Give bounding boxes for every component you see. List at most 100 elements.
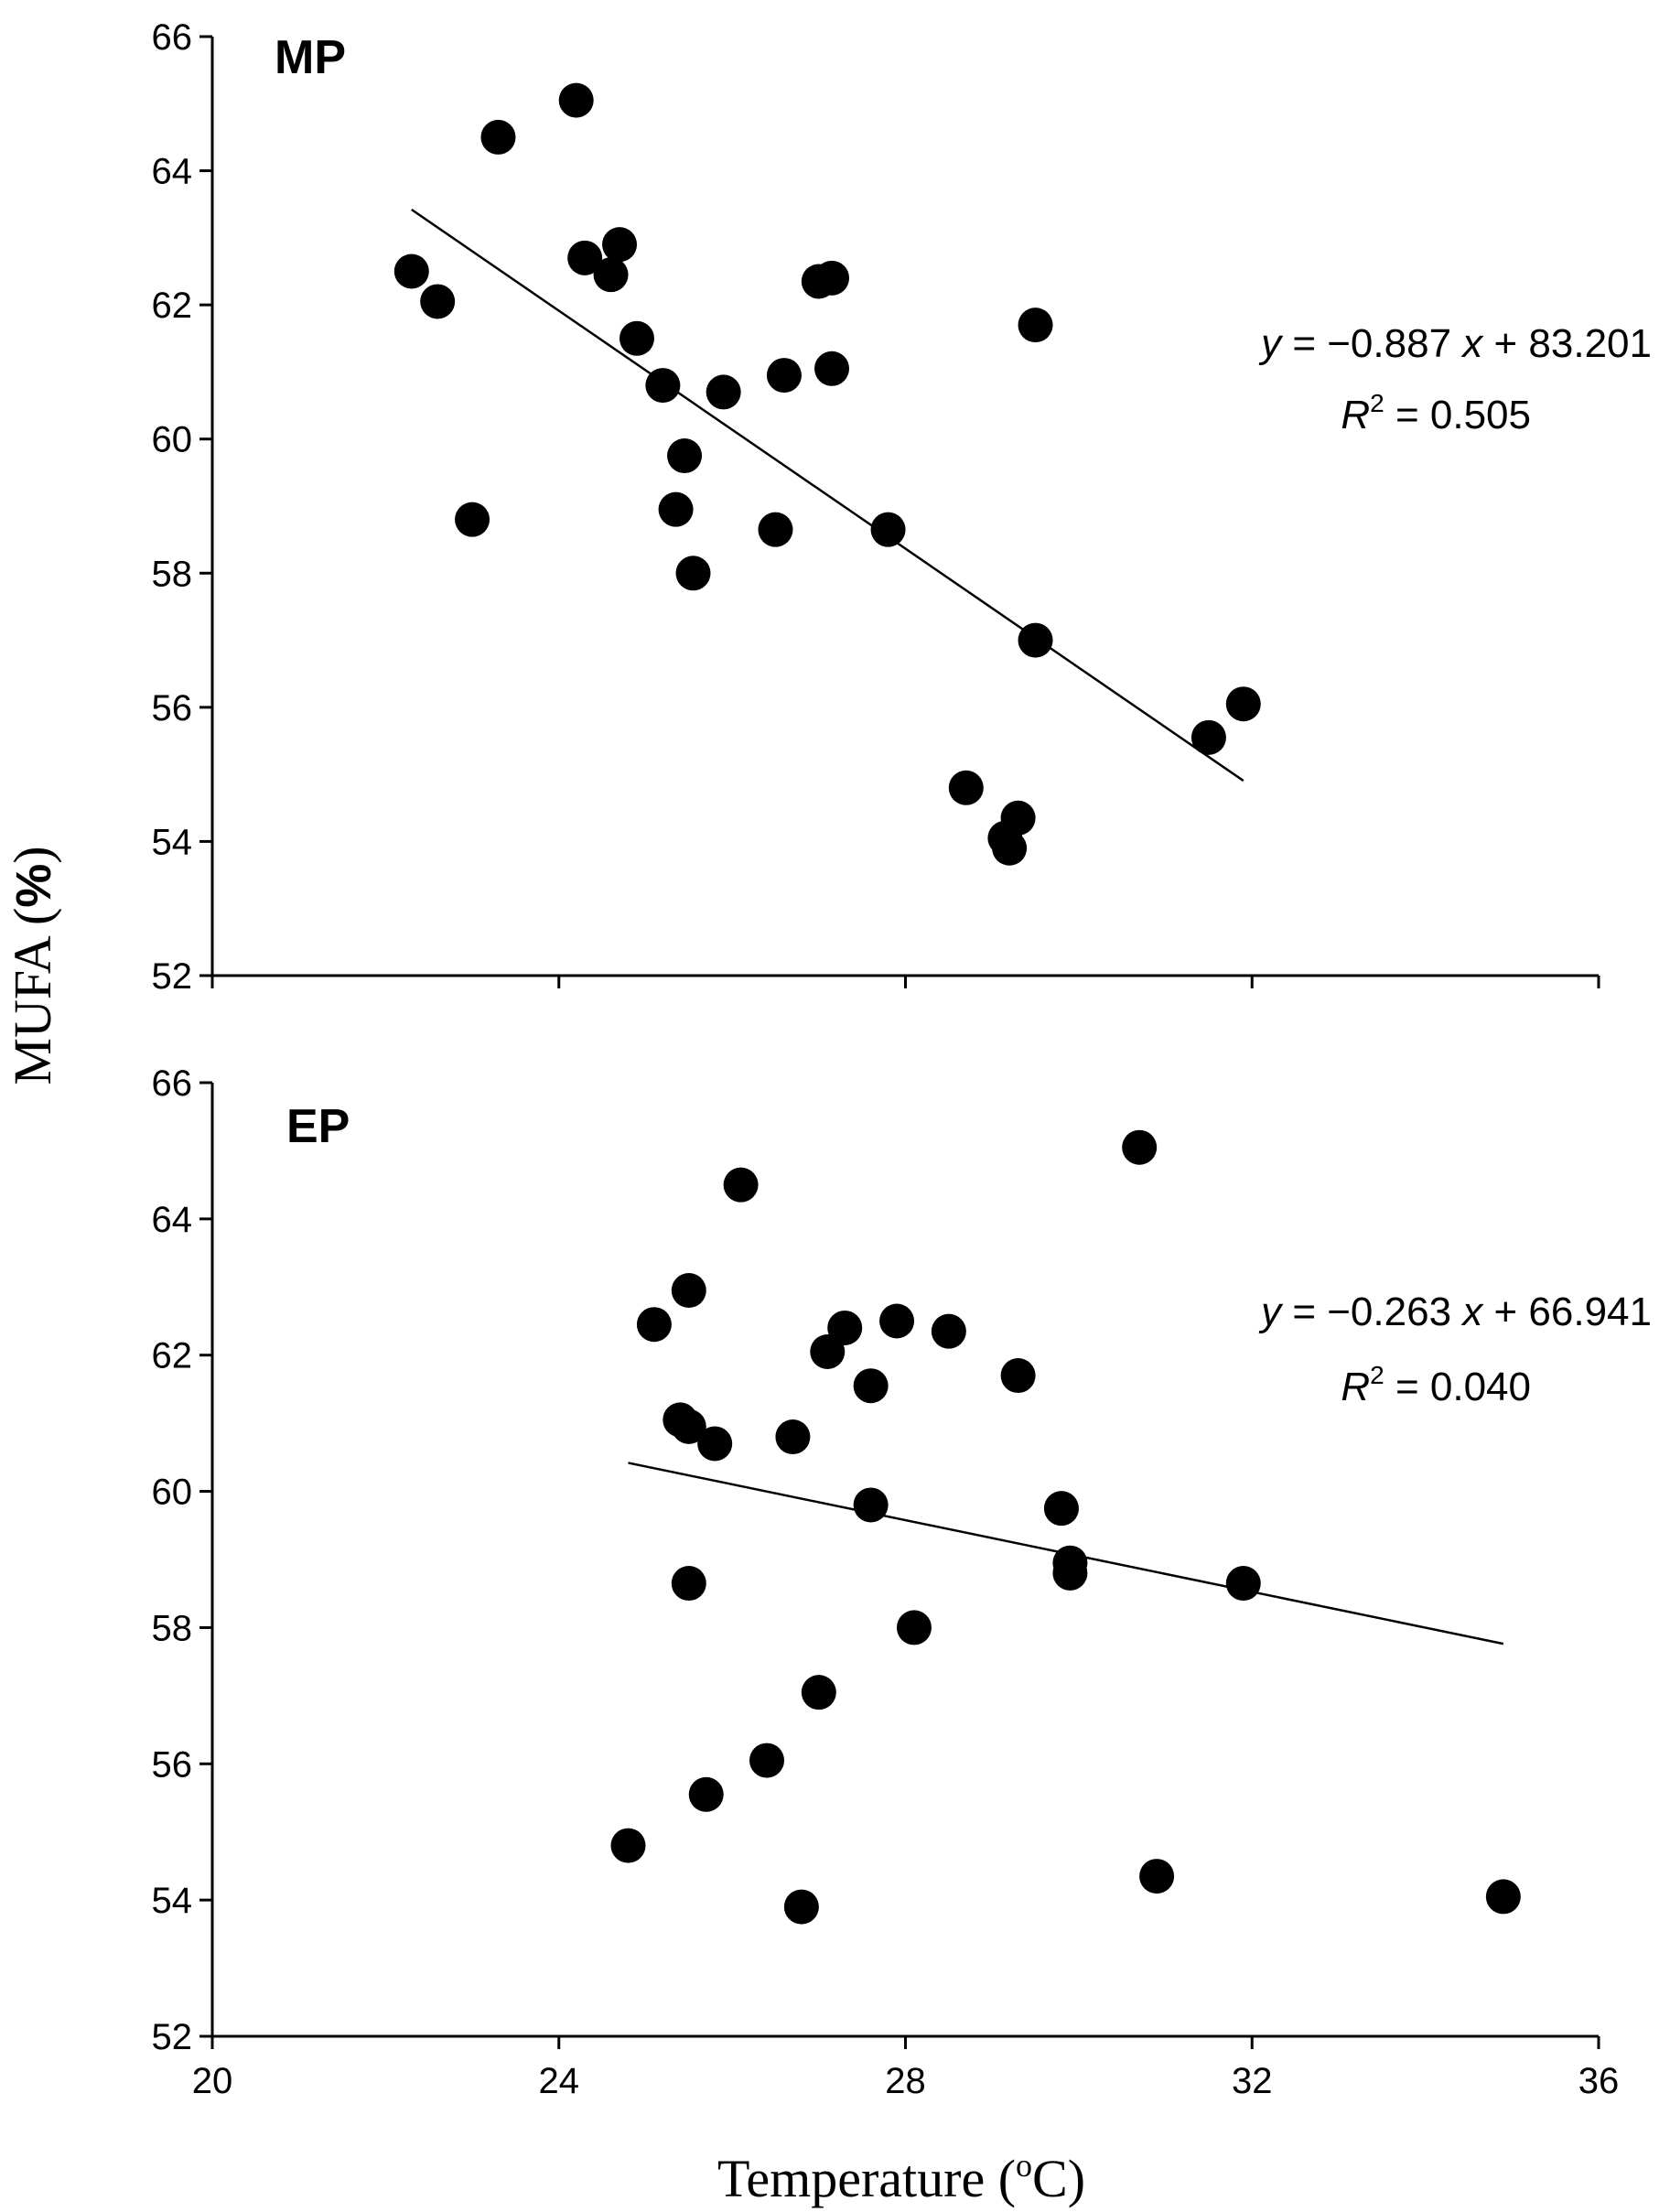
panel-ep: 52 54 56 58 60 62 64 66 20 24 28 32 36 EP y = −0.263 x… — [152, 1063, 1653, 2101]
y-tick-label: 58 — [152, 1608, 193, 1648]
data-point — [931, 1313, 966, 1349]
equation-equals: = −0.887 — [1281, 321, 1462, 366]
data-point — [593, 257, 629, 293]
r-squared-r: R — [1341, 1365, 1370, 1409]
data-point — [393, 254, 429, 289]
equation-y: y — [1258, 321, 1284, 366]
data-point — [667, 438, 703, 474]
data-point — [658, 491, 694, 527]
data-point — [1052, 1555, 1088, 1591]
data-point — [723, 1167, 759, 1203]
y-tick-label: 52 — [152, 956, 193, 997]
data-point — [1225, 686, 1261, 722]
data-point — [671, 1273, 706, 1309]
data-point — [706, 374, 741, 410]
x-axis-title-unit: C) — [1032, 2149, 1085, 2208]
data-point — [827, 1310, 863, 1345]
r-squared: R2 = 0.040 — [1341, 1361, 1531, 1409]
data-point — [801, 1675, 836, 1710]
x-tick-label: 28 — [885, 2061, 926, 2101]
data-point — [675, 556, 711, 591]
x-axis-title-main: Temperature ( — [717, 2149, 1016, 2208]
data-point — [1043, 1491, 1079, 1527]
y-tick-label: 58 — [152, 554, 193, 594]
data-point — [758, 512, 793, 547]
x-tick-label: 32 — [1232, 2061, 1273, 2101]
data-point — [810, 1333, 846, 1369]
data-point — [1018, 622, 1053, 658]
panel-label: MP — [275, 31, 346, 84]
data-point — [645, 368, 681, 404]
y-axis-title-main: MUFA ( — [3, 908, 62, 1085]
data-point — [749, 1743, 784, 1778]
data-point — [619, 320, 654, 356]
y-tick-label: 52 — [152, 2017, 193, 2057]
data-point — [480, 119, 516, 155]
panel-mp: 52 54 56 58 60 62 64 66 MP y = −0.887 x + 83.201 R… — [152, 17, 1653, 997]
data-point — [420, 284, 456, 319]
data-point — [567, 240, 603, 275]
data-point — [636, 1307, 672, 1343]
y-tick-label: 66 — [152, 1063, 193, 1104]
data-point — [558, 82, 594, 118]
data-point — [1485, 1879, 1521, 1915]
equation-y: y — [1258, 1289, 1284, 1334]
x-tick-label: 36 — [1578, 2061, 1620, 2101]
x-axis-title-sup: o — [1016, 2147, 1032, 2184]
y-tick-label: 62 — [152, 286, 193, 326]
data-point — [992, 830, 1028, 866]
data-point — [671, 1408, 706, 1444]
data-point — [1225, 1566, 1261, 1602]
y-tick-label: 54 — [152, 822, 193, 862]
data-point — [671, 1566, 706, 1602]
y-tick-label: 62 — [152, 1336, 193, 1376]
data-point — [697, 1426, 733, 1462]
data-point — [879, 1303, 915, 1339]
data-point — [1122, 1129, 1158, 1165]
data-point — [1000, 800, 1036, 836]
r-squared: R2 = 0.505 — [1341, 389, 1531, 437]
equation-x: x — [1460, 1289, 1484, 1334]
data-point — [870, 512, 906, 547]
data-point — [814, 260, 850, 296]
y-tick-label: 64 — [152, 152, 193, 192]
panel-label: EP — [286, 1100, 350, 1153]
x-axis-title: Temperature (oC) — [717, 2147, 1085, 2208]
data-point — [1139, 1859, 1175, 1894]
y-tick-label: 64 — [152, 1200, 193, 1240]
r-squared-sup: 2 — [1370, 389, 1384, 417]
data-point — [688, 1776, 724, 1812]
data-point — [455, 502, 490, 537]
data-point — [775, 1419, 811, 1455]
r-squared-sup: 2 — [1370, 1361, 1384, 1389]
data-point — [766, 358, 802, 394]
y-tick-label: 54 — [152, 1881, 193, 1921]
y-axis-title-unit: % — [6, 864, 61, 908]
regression-equation: y = −0.263 x + 66.941 — [1258, 1289, 1652, 1334]
y-axis-title-close: ) — [3, 846, 62, 863]
y-axis-title: MUFA (%) — [3, 846, 62, 1084]
x-tick-label: 20 — [192, 2061, 233, 2101]
equation-rest: + 66.941 — [1482, 1289, 1652, 1334]
r-squared-value: = 0.040 — [1384, 1365, 1531, 1409]
data-point — [610, 1828, 646, 1863]
r-squared-value: = 0.505 — [1384, 393, 1531, 437]
x-tick-label: 24 — [539, 2061, 580, 2101]
y-tick-label: 56 — [152, 1744, 193, 1785]
y-tick-label: 60 — [152, 420, 193, 460]
data-point — [948, 770, 984, 805]
y-tick-label: 66 — [152, 17, 193, 58]
data-point — [1191, 719, 1226, 755]
regression-equation: y = −0.887 x + 83.201 — [1258, 321, 1652, 366]
data-point — [853, 1487, 889, 1523]
data-point — [853, 1368, 889, 1404]
y-tick-label: 56 — [152, 688, 193, 728]
equation-rest: + 83.201 — [1482, 321, 1652, 366]
data-point — [1018, 308, 1053, 343]
data-point — [814, 351, 850, 386]
equation-x: x — [1460, 321, 1484, 366]
r-squared-r: R — [1341, 393, 1370, 437]
y-tick-label: 60 — [152, 1473, 193, 1513]
data-point — [602, 227, 638, 263]
